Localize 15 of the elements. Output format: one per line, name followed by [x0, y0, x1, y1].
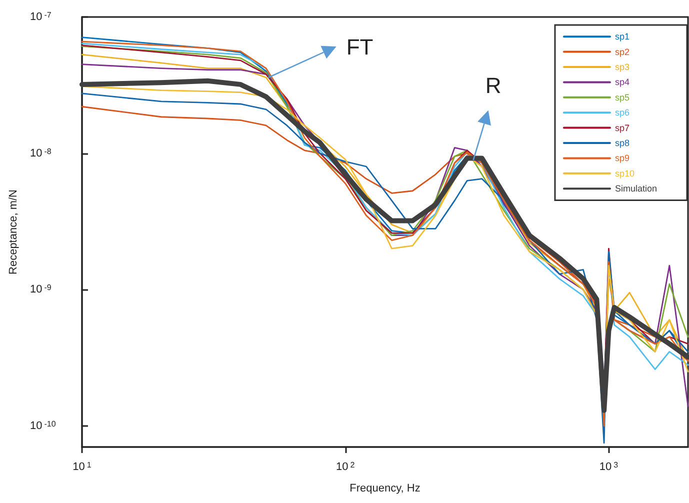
text: sp5 [614, 92, 630, 102]
y-axis-title: Receptance, m/N [8, 189, 20, 274]
annotation: R [485, 73, 502, 98]
x-axis-title: Frequency, Hz [350, 482, 420, 494]
text: Simulation [614, 184, 658, 194]
text: sp2 [614, 46, 630, 57]
text: sp10 [614, 168, 635, 178]
text: sp6 [614, 108, 630, 118]
text: sp4 [614, 77, 630, 88]
text: sp1 [614, 32, 630, 42]
text: sp3 [614, 62, 630, 72]
text: sp9 [614, 153, 630, 164]
text: sp8 [614, 138, 630, 148]
text: sp7 [614, 122, 630, 133]
annotation: FT [346, 34, 374, 60]
